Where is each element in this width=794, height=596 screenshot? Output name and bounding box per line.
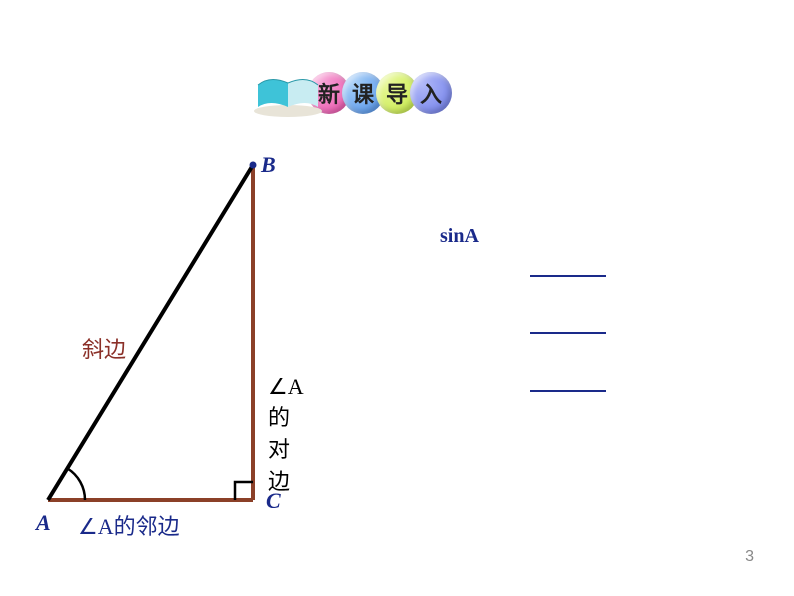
blank-line-3 (530, 390, 606, 392)
char-2: 课 (352, 77, 374, 109)
vertex-label-B: B (261, 152, 276, 178)
char-4: 入 (420, 77, 442, 109)
blank-line-2 (530, 332, 606, 334)
vertex-label-A: A (36, 510, 51, 536)
opposite-label: ∠A的对边 (268, 374, 304, 496)
circle-4: 入 (410, 72, 452, 114)
header-circles: 新 课 导 入 (316, 72, 452, 114)
triangle-diagram: B C A 斜边 ∠A的对边 ∠A的邻边 (38, 160, 278, 520)
blank-line-1 (530, 275, 606, 277)
header-badge: 新 课 导 入 (252, 72, 452, 114)
char-3: 导 (386, 77, 408, 109)
page-number: 3 (745, 548, 754, 566)
formula-text: sinA (440, 225, 479, 248)
adjacent-label: ∠A的邻边 (78, 509, 180, 541)
hypotenuse-label: 斜边 (82, 332, 126, 364)
book-icon (252, 73, 324, 113)
formula-area: sinA (440, 225, 479, 248)
